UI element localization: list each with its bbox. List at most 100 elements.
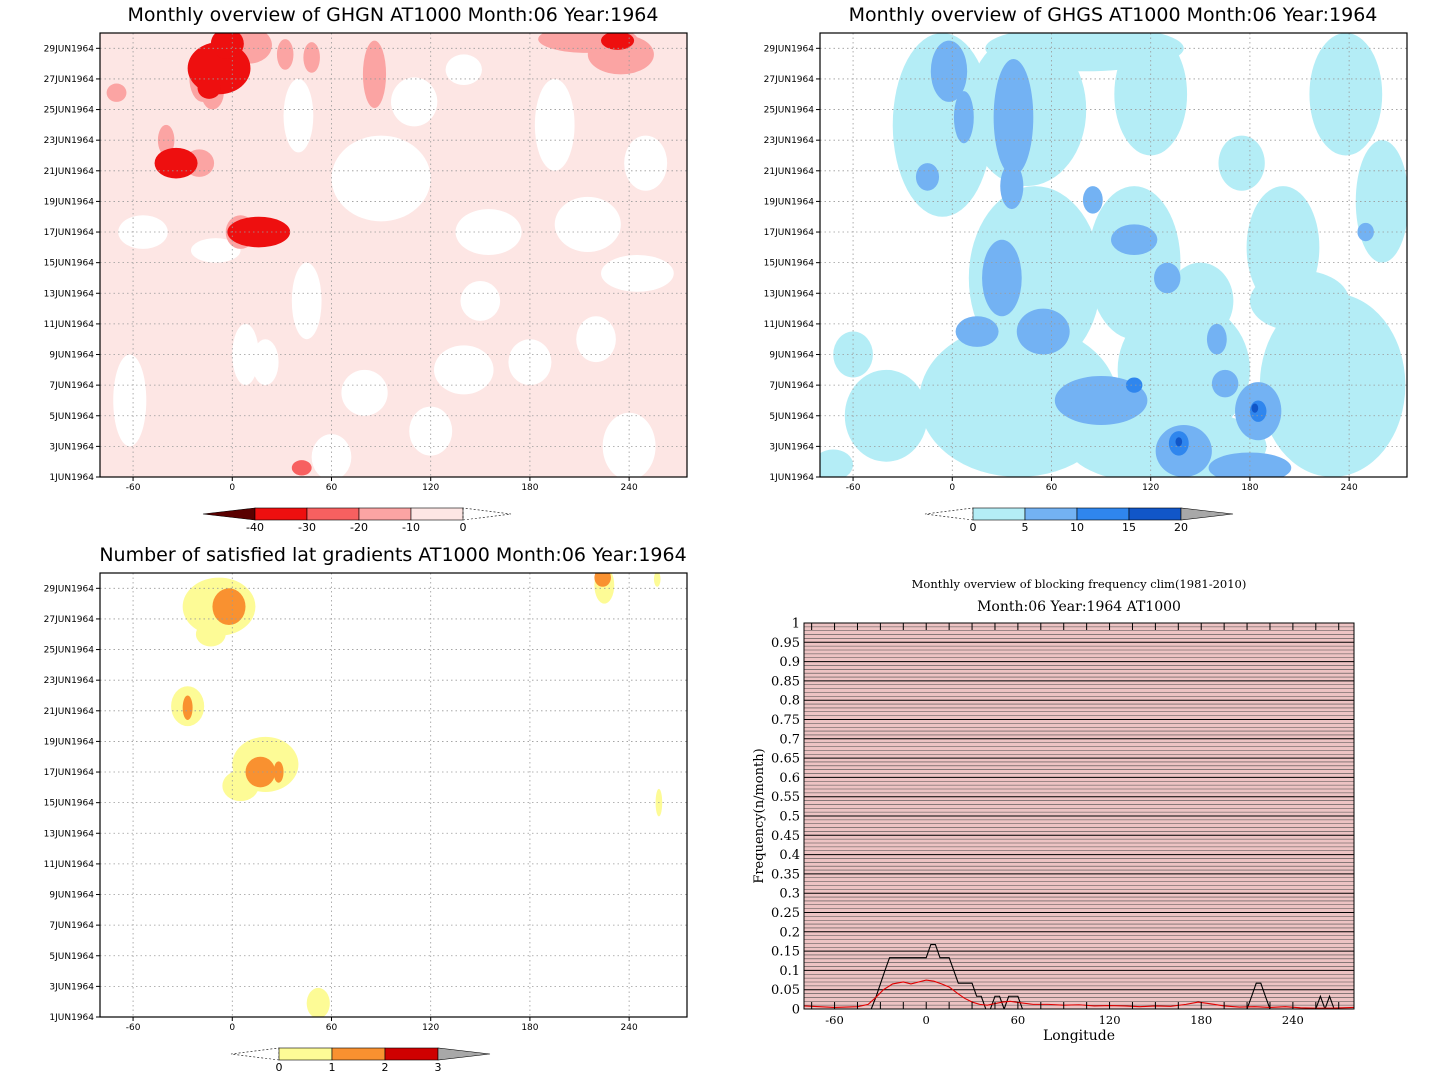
y-tick-label: 1JUN1964 xyxy=(49,473,94,483)
y-tick-label: 13JUN1964 xyxy=(44,289,95,299)
contour-gap xyxy=(113,354,147,447)
contour-region xyxy=(157,124,175,156)
x-tick-label: 60 xyxy=(326,483,338,493)
y-tick-label: 0.35 xyxy=(771,867,800,882)
colorbar-left-arrow xyxy=(924,507,974,521)
panel-lat-gradients-axes: -60 0 60 120 180 240 1JUN1964 3JUN1964 5JUN1964 7… xyxy=(44,584,638,1033)
x-tick-label: 120 xyxy=(422,483,439,493)
y-tick-label: 25JUN1964 xyxy=(44,106,95,116)
contour-gap xyxy=(434,345,494,395)
y-tick-label: 23JUN1964 xyxy=(44,676,95,686)
colorbar-swatch xyxy=(306,507,360,521)
colorbar-swatch xyxy=(410,507,464,521)
y-tick-label: 9JUN1964 xyxy=(49,351,94,361)
x-tick-label: 240 xyxy=(1282,1013,1304,1027)
panel-ghgn-plot xyxy=(100,33,687,477)
contour-gap xyxy=(118,215,168,249)
y-tick-label: 15JUN1964 xyxy=(764,259,815,269)
y-tick-label: 21JUN1964 xyxy=(44,167,95,177)
y-tick-label: 3JUN1964 xyxy=(769,442,814,452)
x-tick-label: 0 xyxy=(949,483,955,493)
panel-ghgs-grid xyxy=(820,33,1407,477)
contour-region xyxy=(919,323,1118,477)
x-tick-label: 60 xyxy=(1046,483,1058,493)
contour-region xyxy=(182,695,193,720)
y-tick-label: 19JUN1964 xyxy=(44,737,95,747)
contour-gap xyxy=(283,78,314,153)
y-tick-label: 0.05 xyxy=(771,983,800,998)
y-tick-label: 11JUN1964 xyxy=(764,320,815,330)
y-tick-label: 25JUN1964 xyxy=(44,646,95,656)
contour-region xyxy=(1167,262,1234,340)
contour-region xyxy=(245,756,276,788)
colorbar-right-arrow xyxy=(1180,507,1234,521)
contour-region xyxy=(195,621,226,647)
y-tick-label: 29JUN1964 xyxy=(44,44,95,54)
contour-region xyxy=(982,239,1022,317)
contour-gap xyxy=(252,339,279,386)
y-tick-label: 23JUN1964 xyxy=(764,136,815,146)
y-tick-label: 5JUN1964 xyxy=(49,412,94,422)
x-tick-label: 240 xyxy=(621,483,638,493)
contour-gap xyxy=(455,209,522,255)
panel-lat-gradients-title: Number of satisfied lat gradients AT1000… xyxy=(99,544,686,566)
y-tick-label: 9JUN1964 xyxy=(49,891,94,901)
y-tick-label: 3JUN1964 xyxy=(49,982,94,992)
contour-region xyxy=(653,573,661,587)
panel-lat-gradients: Number of satisfied lat gradients AT1000… xyxy=(44,544,688,1074)
panel-ghgn-frame xyxy=(99,32,688,478)
contour-region xyxy=(1082,186,1103,214)
y-tick-label: 27JUN1964 xyxy=(764,75,815,85)
contour-gap xyxy=(341,369,388,416)
panel-blocking-frequency: Monthly overview of blocking frequency c… xyxy=(752,577,1355,1044)
y-tick-label: 0.1 xyxy=(779,964,800,979)
y-tick-label: 25JUN1964 xyxy=(764,106,815,116)
contour-gap xyxy=(554,196,621,252)
contour-gap xyxy=(1385,270,1407,317)
panel-ghgn-axes: -60 0 60 120 180 240 1JUN1964 3JUN1964 5JUN1964 7… xyxy=(44,44,638,493)
panel-ghgn-colorbar: -40 -30 -20 -10 0 xyxy=(202,507,512,534)
contour-region xyxy=(276,39,294,70)
contour-gap xyxy=(624,135,668,191)
contour-gap xyxy=(445,54,482,86)
y-tick-label: 0 xyxy=(792,1003,800,1018)
x-tick-label: -60 xyxy=(825,1013,844,1027)
panel-lat-gradients-colorbar: 0 1 2 3 xyxy=(230,1047,491,1074)
colorbar-label: 15 xyxy=(1122,521,1136,534)
y-tick-label: 0.3 xyxy=(779,887,800,902)
contour-region xyxy=(106,83,127,102)
contour-gap xyxy=(291,262,322,340)
x-tick-label: -60 xyxy=(126,1023,141,1033)
contour-region xyxy=(212,588,246,626)
colorbar-swatch xyxy=(1024,507,1078,521)
contour-region xyxy=(306,987,330,1017)
y-tick-label: 0.8 xyxy=(779,694,800,709)
y-tick-label: 0.25 xyxy=(771,906,800,921)
x-tick-label: 0 xyxy=(229,483,235,493)
y-tick-label: 1 xyxy=(792,617,800,632)
panel-ghgn-grid xyxy=(100,33,687,477)
panel-ghgn-title: Monthly overview of GHGN AT1000 Month:06… xyxy=(128,4,659,26)
panel-blocking-plot xyxy=(804,623,1354,1009)
colorbar-label: 20 xyxy=(1174,521,1188,534)
y-tick-label: 0.55 xyxy=(771,790,800,805)
contour-region xyxy=(291,460,312,476)
y-tick-label: 23JUN1964 xyxy=(44,136,95,146)
y-tick-label: 0.6 xyxy=(779,771,800,786)
contour-region xyxy=(1000,163,1024,210)
y-tick-label: 0.2 xyxy=(779,925,800,940)
contour-region xyxy=(197,77,221,99)
y-tick-label: 7JUN1964 xyxy=(49,381,94,391)
colorbar-left-arrow xyxy=(202,507,256,521)
panel-ghgn-contours xyxy=(100,33,687,477)
contour-region xyxy=(955,316,999,347)
y-tick-label: 19JUN1964 xyxy=(44,197,95,207)
panel-ghgs-title: Monthly overview of GHGS AT1000 Month:06… xyxy=(849,4,1378,26)
contour-region xyxy=(1054,375,1148,425)
contour-gap xyxy=(409,406,453,456)
y-tick-label: 5JUN1964 xyxy=(49,952,94,962)
contour-region xyxy=(1309,33,1383,156)
y-tick-label: 17JUN1964 xyxy=(44,768,95,778)
panel-ghgs-frame xyxy=(819,32,1408,478)
contour-region xyxy=(1211,369,1239,398)
